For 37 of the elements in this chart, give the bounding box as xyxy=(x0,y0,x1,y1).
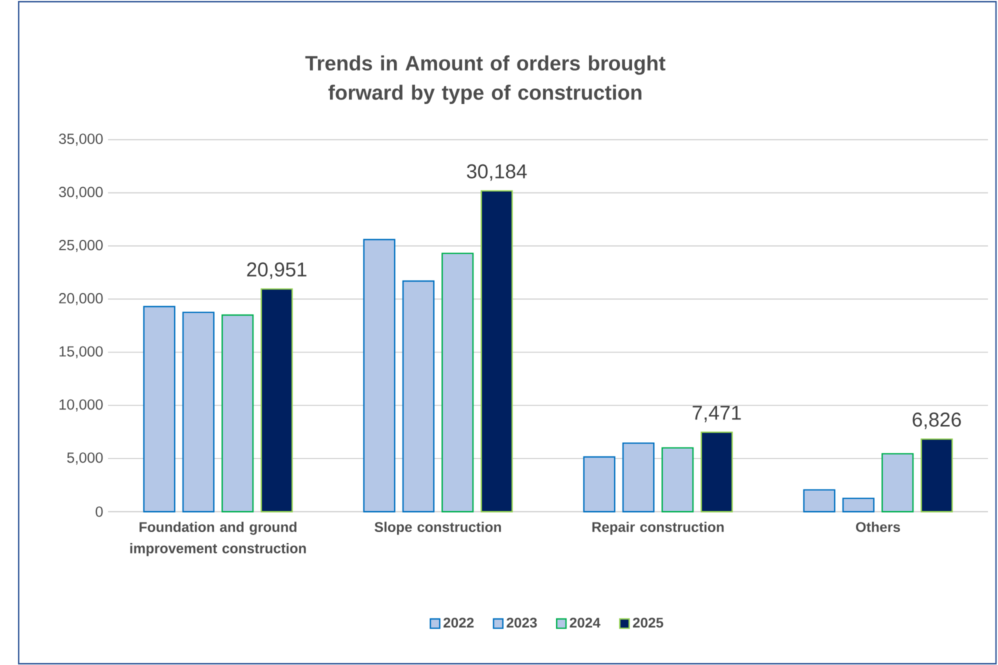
bar xyxy=(920,438,953,512)
bar xyxy=(402,280,434,512)
data-label: 7,471 xyxy=(692,406,741,422)
bar xyxy=(700,432,733,512)
bar xyxy=(143,306,176,512)
bar xyxy=(182,312,214,512)
y-tick-label: 30,000 xyxy=(59,186,103,199)
bar xyxy=(842,498,874,512)
x-tick-label: Slope construction xyxy=(374,522,501,535)
data-label: 6,826 xyxy=(912,412,961,430)
y-tick-label: 15,000 xyxy=(60,346,103,358)
legend-label: 2025 xyxy=(632,618,664,628)
y-tick-label: 35,000 xyxy=(59,134,103,146)
y-tick-label: 0 xyxy=(96,506,103,517)
x-tick-label: Others xyxy=(856,522,900,532)
bar xyxy=(583,456,616,512)
bar xyxy=(222,314,254,512)
bar xyxy=(480,190,513,512)
bar xyxy=(622,442,654,512)
y-tick-label: 20,000 xyxy=(59,293,103,306)
bar xyxy=(882,453,914,512)
chart-title: Trends in Amount of orders brought forward by type of construction xyxy=(305,55,666,104)
data-label: 30,184 xyxy=(466,164,527,181)
bar xyxy=(442,252,474,512)
y-tick-label: 5,000 xyxy=(67,452,103,465)
legend-label: 2022 xyxy=(444,618,474,628)
y-tick-label: 25,000 xyxy=(59,240,103,252)
data-label: 20,951 xyxy=(247,262,306,279)
bar xyxy=(363,238,396,512)
x-tick-label: Repair construction xyxy=(592,522,724,535)
y-tick-label: 10,000 xyxy=(60,399,103,412)
bar xyxy=(662,447,694,512)
legend-label: 2024 xyxy=(570,618,600,628)
bar xyxy=(803,489,836,512)
bar xyxy=(260,288,293,512)
x-tick-label: Foundation and ground improvement construction xyxy=(130,522,306,556)
legend-label: 2023 xyxy=(506,618,537,628)
